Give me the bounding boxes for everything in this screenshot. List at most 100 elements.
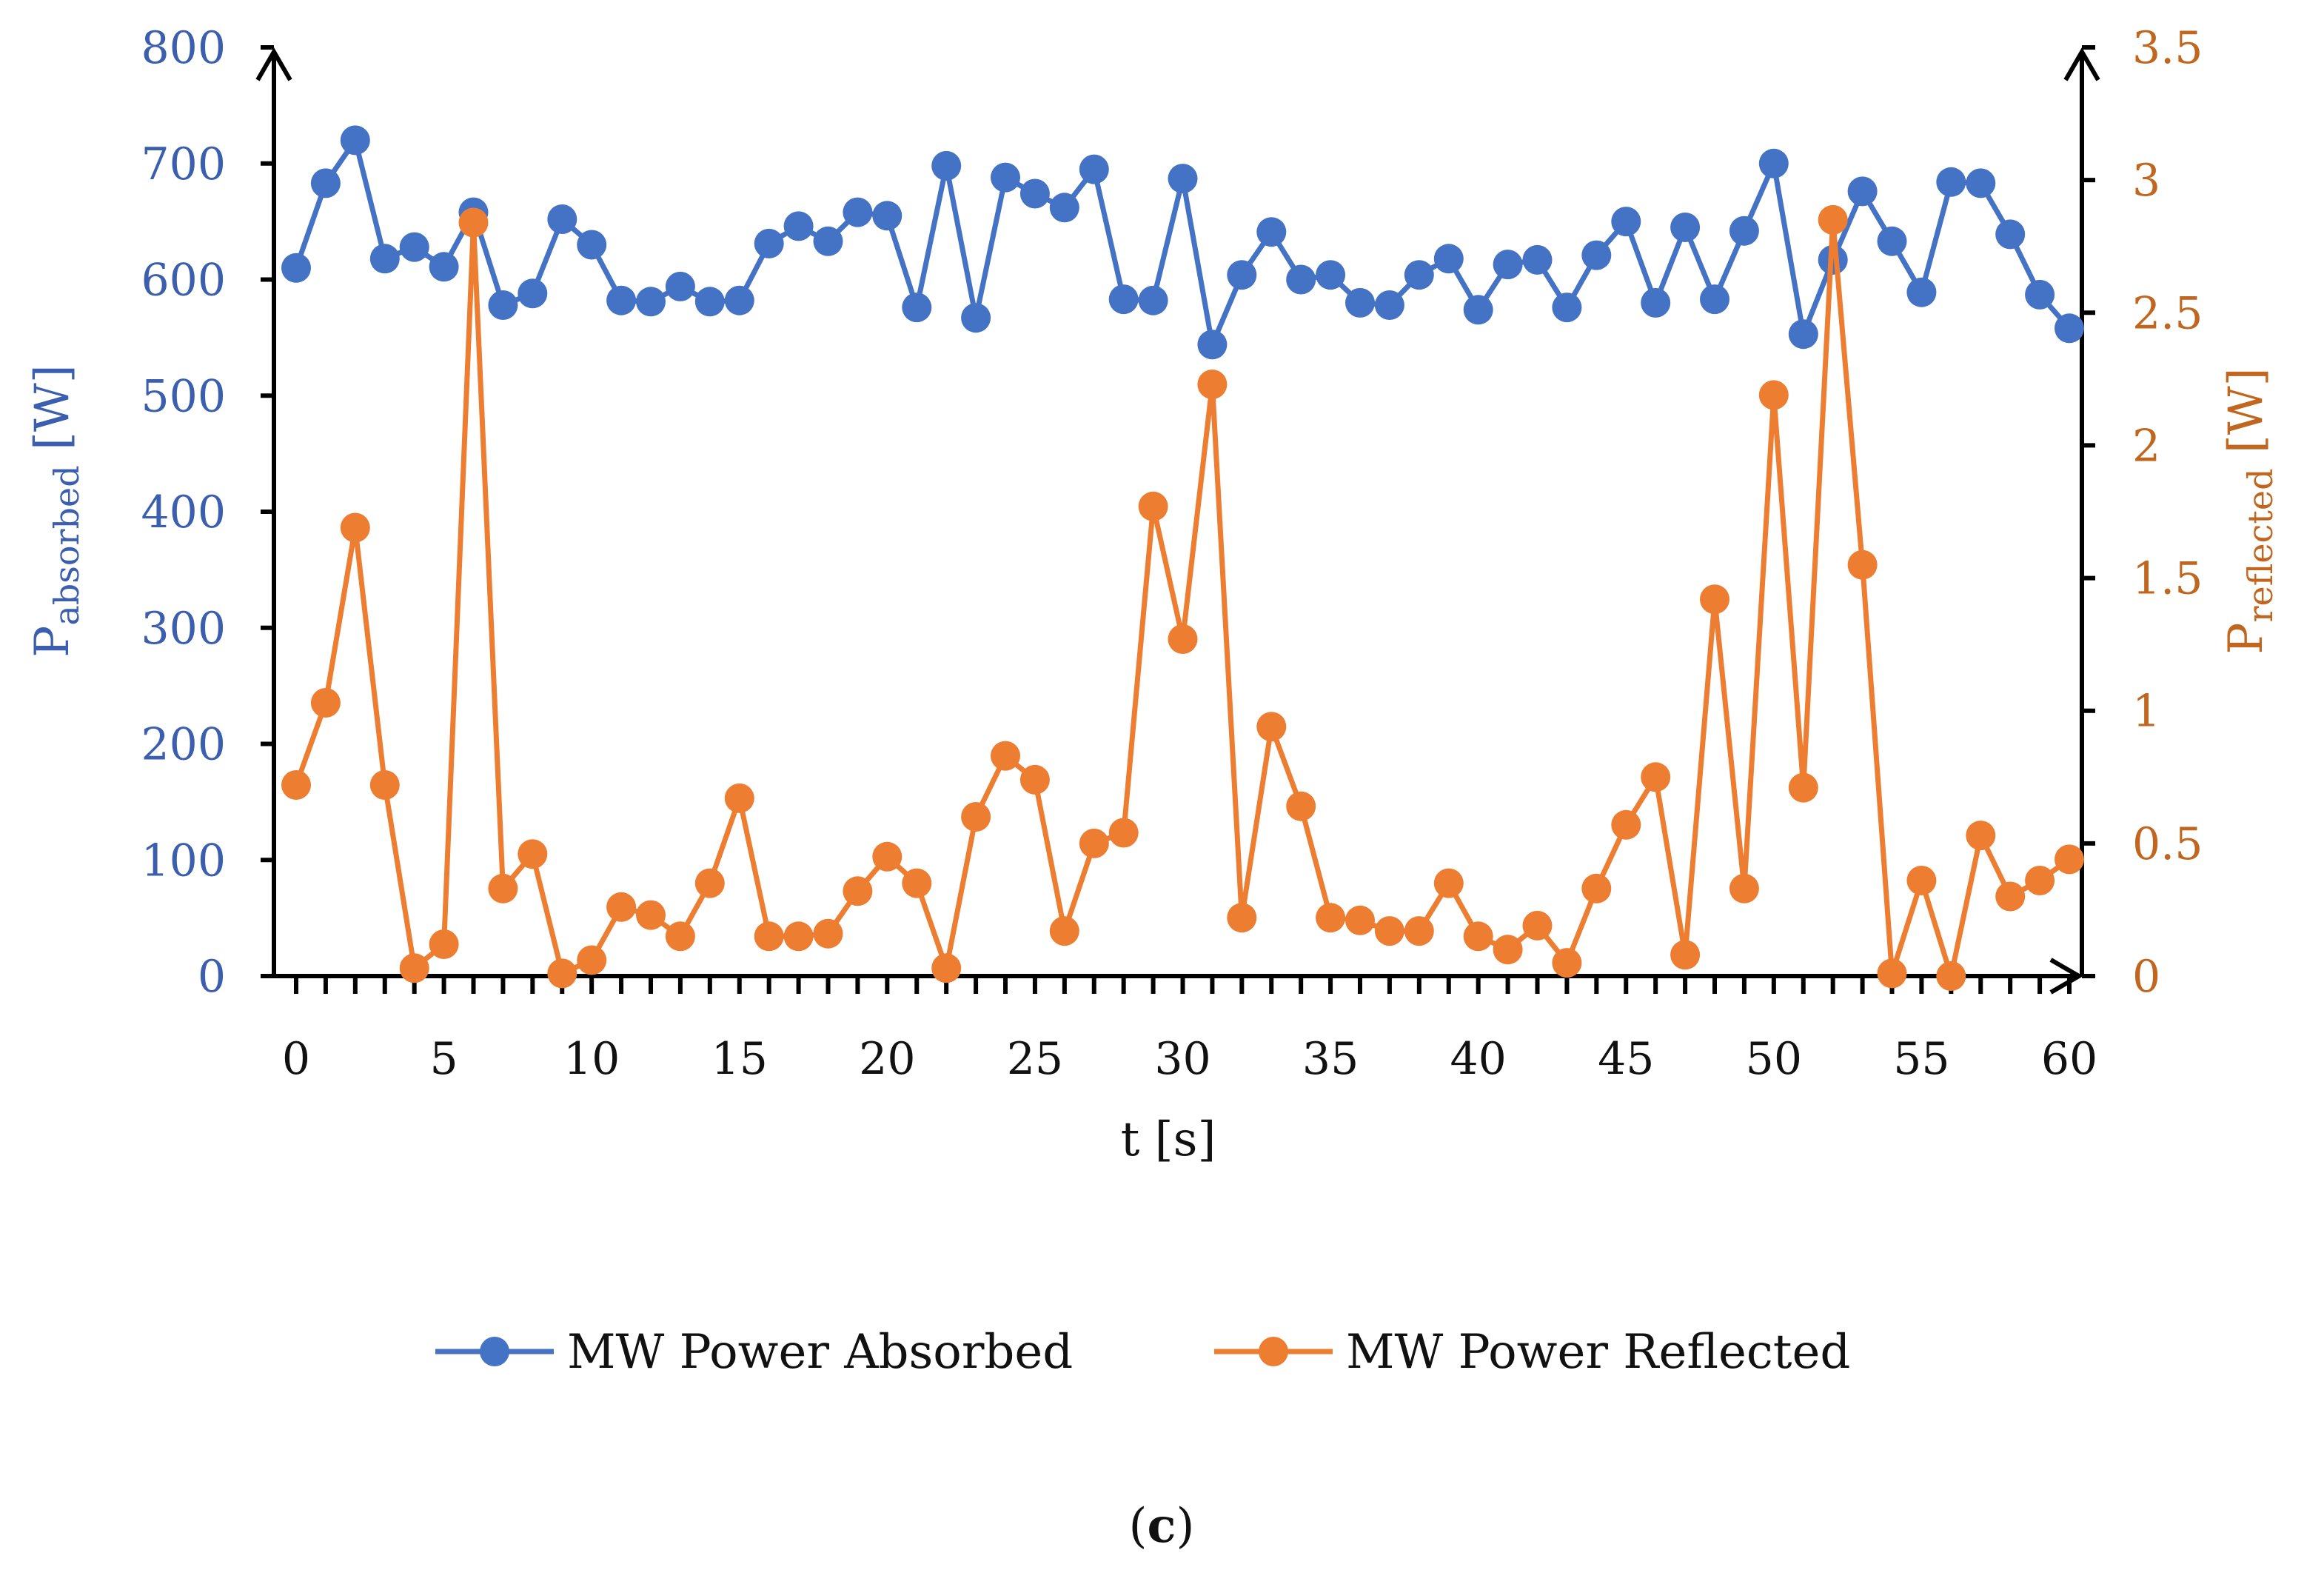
x-tick-label: 0	[282, 1033, 310, 1085]
data-point	[1138, 491, 1168, 521]
caption-letter: c	[1148, 1498, 1176, 1554]
data-point	[783, 921, 814, 952]
data-point	[694, 868, 725, 898]
data-point	[2025, 279, 2055, 310]
y-axis-left-arrow	[255, 47, 292, 81]
x-tick-label: 15	[711, 1033, 768, 1085]
y-right-tick-label: 3	[2132, 155, 2160, 207]
x-tick-label: 30	[1154, 1033, 1210, 1085]
data-point	[518, 839, 548, 869]
caption-close: )	[1176, 1499, 1194, 1554]
data-point	[1197, 370, 1228, 399]
x-axis-arrow	[2049, 958, 2083, 995]
data-point	[843, 876, 873, 906]
data-point	[1522, 910, 1553, 941]
data-point	[606, 892, 637, 922]
data-point	[872, 841, 903, 872]
data-point	[754, 228, 784, 258]
figure-caption: (c)	[1129, 1498, 1195, 1554]
data-point	[1404, 260, 1434, 290]
data-point	[1138, 285, 1168, 315]
data-point	[547, 958, 577, 989]
data-point	[1316, 260, 1346, 290]
data-point	[991, 741, 1020, 771]
data-point	[369, 244, 400, 274]
data-point	[902, 868, 932, 898]
data-point	[665, 921, 695, 952]
data-point	[2055, 313, 2084, 344]
data-point	[902, 293, 932, 323]
data-point	[1197, 330, 1228, 360]
data-point	[783, 211, 814, 241]
y-right-tick-label: 1.5	[2132, 553, 2203, 605]
caption-open: (	[1129, 1499, 1148, 1554]
data-point	[488, 290, 518, 320]
plot-series	[281, 125, 2084, 991]
data-point	[1463, 921, 1493, 952]
data-point	[399, 232, 429, 262]
data-point	[1493, 250, 1523, 280]
data-point	[547, 204, 577, 234]
data-point	[1286, 264, 1316, 295]
y-axis-right-title-sub: reflected	[2240, 468, 2280, 622]
data-point	[577, 945, 607, 975]
data-point	[754, 921, 784, 952]
data-point	[606, 285, 637, 315]
y-axis-right-title-unit: [W]	[2219, 367, 2274, 468]
y-axis-right-title-main: P	[2219, 623, 2274, 655]
x-tick-label: 35	[1302, 1033, 1359, 1085]
data-point	[340, 512, 370, 543]
data-point	[1493, 935, 1523, 965]
legend-absorbed-label: MW Power Absorbed	[567, 1325, 1073, 1380]
data-point	[1374, 290, 1404, 320]
data-point	[1611, 809, 1641, 840]
data-point	[1641, 287, 1671, 318]
data-point	[1316, 903, 1346, 933]
data-point	[931, 150, 962, 181]
data-point	[1877, 226, 1907, 256]
data-point	[1729, 216, 1759, 246]
data-point	[1847, 550, 1878, 580]
data-point	[1581, 873, 1612, 903]
data-point	[843, 197, 873, 227]
data-point	[931, 953, 962, 983]
data-point	[1227, 260, 1257, 290]
data-point	[1463, 295, 1493, 325]
data-point	[281, 770, 311, 800]
legend-reflected-label: MW Power Reflected	[1346, 1325, 1850, 1380]
y-left-tick-label: 800	[141, 22, 226, 74]
y-right-tick-label: 2.5	[2132, 287, 2203, 339]
data-point	[1758, 380, 1789, 410]
data-point	[991, 162, 1020, 193]
data-point	[518, 278, 548, 309]
tick-labels: 010020030040050060070080000.511.522.533.…	[141, 22, 2203, 1085]
data-point	[577, 230, 607, 260]
data-point	[1108, 818, 1139, 848]
x-tick-label: 60	[2041, 1033, 2097, 1085]
legend-reflected-marker	[1259, 1337, 1288, 1366]
y-axis-right-arrow	[2063, 47, 2100, 81]
data-point	[1877, 958, 1907, 989]
data-point	[1641, 762, 1671, 792]
data-point	[665, 271, 695, 301]
y-right-tick-label: 2	[2132, 420, 2160, 472]
data-point	[1374, 916, 1404, 946]
data-point	[1847, 176, 1878, 207]
data-point	[872, 201, 903, 231]
data-point	[1966, 821, 1996, 851]
data-point	[310, 688, 341, 718]
y-axis-left-title-main: P	[25, 626, 80, 658]
data-point	[340, 125, 370, 156]
data-point	[724, 285, 754, 315]
data-point	[1404, 916, 1434, 946]
data-point	[1936, 167, 1966, 197]
legend-absorbed-marker	[480, 1337, 509, 1366]
data-point	[399, 953, 429, 983]
data-point	[1079, 154, 1109, 184]
x-tick-label: 25	[1007, 1033, 1063, 1085]
series-absorbed	[281, 125, 2084, 360]
x-tick-label: 45	[1598, 1033, 1654, 1085]
data-point	[1700, 284, 1729, 315]
x-tick-label: 40	[1450, 1033, 1506, 1085]
data-point	[1729, 873, 1759, 903]
